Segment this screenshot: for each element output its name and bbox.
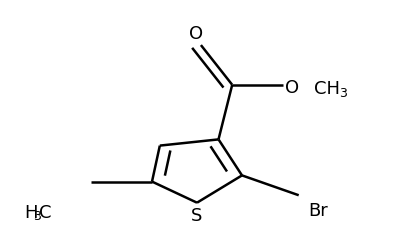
Text: 3: 3 [338,86,346,99]
Text: O: O [285,78,299,96]
Text: CH: CH [314,80,340,97]
Text: S: S [191,206,203,224]
Text: Br: Br [309,201,328,219]
Text: 3: 3 [33,209,41,222]
Text: C: C [39,203,52,221]
Text: O: O [189,24,203,42]
Text: H: H [24,203,37,221]
